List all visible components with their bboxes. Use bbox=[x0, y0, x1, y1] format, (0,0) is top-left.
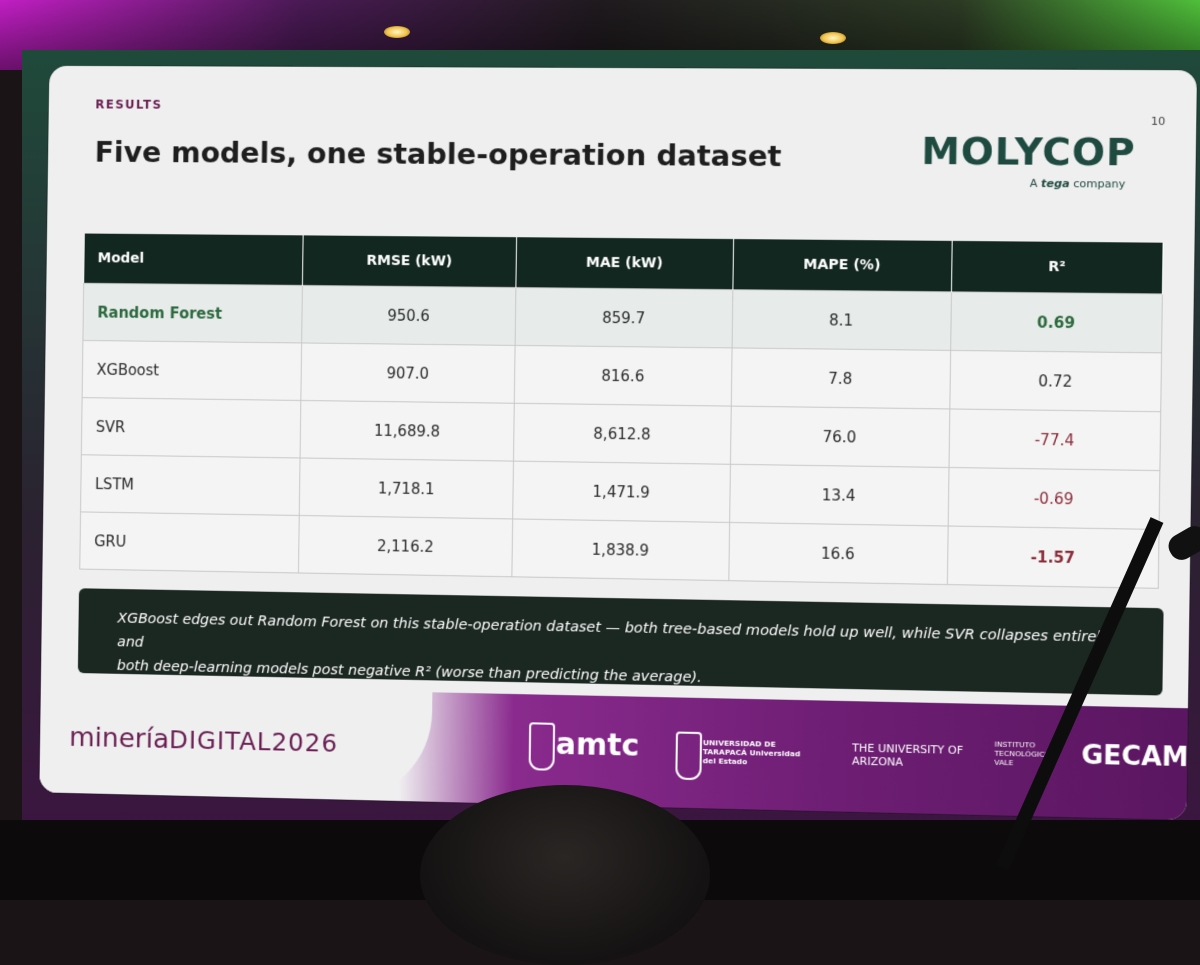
event-logo: mineríaDIGITAL2026 bbox=[69, 722, 338, 759]
rmse-value: 950.6 bbox=[301, 285, 517, 346]
rmse-value: 2,116.2 bbox=[298, 515, 513, 577]
model-name: XGBoost bbox=[82, 340, 302, 401]
model-name: LSTM bbox=[80, 454, 300, 516]
section-label: RESULTS bbox=[95, 97, 163, 112]
column-header-model: Model bbox=[83, 233, 304, 286]
model-name: Random Forest bbox=[82, 283, 303, 343]
model-name: SVR bbox=[81, 397, 301, 458]
audience-member-head bbox=[420, 785, 710, 965]
rmse-value: 1,718.1 bbox=[299, 457, 514, 519]
page-number: 10 bbox=[1150, 114, 1166, 128]
r2-value: 0.69 bbox=[950, 291, 1163, 353]
column-header-mae: MAE (kW) bbox=[516, 237, 734, 290]
column-header-rmse: RMSE (kW) bbox=[302, 235, 517, 288]
mae-value: 1,471.9 bbox=[512, 461, 731, 523]
column-header-mape: MAPE (%) bbox=[732, 239, 952, 292]
tarapaca-crest-icon bbox=[675, 731, 703, 781]
sponsor-arizona-logo: THE UNIVERSITY OF ARIZONA bbox=[851, 741, 964, 769]
mape-value: 13.4 bbox=[729, 464, 949, 527]
logo-wordmark: MOLYCOP bbox=[921, 128, 1137, 175]
column-header-r2: R² bbox=[951, 240, 1164, 294]
sponsor-tarapaca-logo: UNIVERSIDAD DE TARAPACÁ Universidad del … bbox=[702, 738, 801, 767]
sponsor-amtc-logo: amtc bbox=[555, 726, 640, 764]
r2-value: -77.4 bbox=[948, 408, 1161, 471]
mape-value: 76.0 bbox=[730, 406, 950, 468]
presentation-slide: RESULTS 10 Five models, one stable-opera… bbox=[39, 65, 1198, 820]
r2-value: -0.69 bbox=[947, 467, 1160, 530]
mape-value: 16.6 bbox=[728, 522, 948, 585]
mae-value: 859.7 bbox=[515, 287, 733, 348]
mape-value: 7.8 bbox=[730, 347, 951, 409]
rmse-value: 907.0 bbox=[300, 342, 516, 404]
slide-title: Five models, one stable-operation datase… bbox=[94, 135, 782, 174]
mae-value: 816.6 bbox=[514, 345, 732, 407]
university-crest-icon bbox=[528, 722, 556, 771]
logo-tagline: A tega company bbox=[1029, 176, 1126, 191]
rmse-value: 11,689.8 bbox=[299, 400, 515, 462]
event-logo-part2: DIGITAL2026 bbox=[168, 725, 339, 758]
mape-value: 8.1 bbox=[731, 289, 952, 351]
sponsor-gecamin-logo: GECAMIN bbox=[1081, 740, 1198, 775]
r2-value: 0.72 bbox=[949, 350, 1162, 412]
results-table: Model RMSE (kW) MAE (kW) MAPE (%) R² Ran… bbox=[79, 233, 1164, 589]
mae-value: 8,612.8 bbox=[513, 403, 731, 465]
event-logo-part1: minería bbox=[68, 722, 170, 755]
model-name: GRU bbox=[79, 511, 300, 573]
mae-value: 1,838.9 bbox=[512, 518, 730, 581]
ceiling-light bbox=[384, 26, 410, 38]
ceiling-light bbox=[820, 32, 846, 44]
molycop-logo: MOLYCOP A tega company bbox=[921, 128, 1137, 202]
